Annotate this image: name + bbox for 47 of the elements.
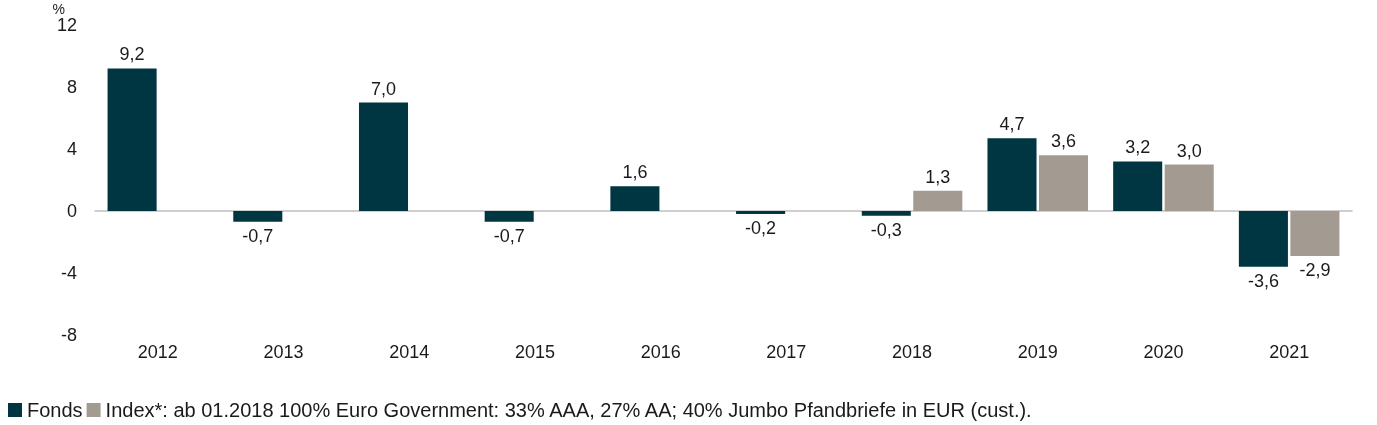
bar <box>358 102 409 211</box>
bar <box>233 211 283 222</box>
bar <box>1238 211 1288 267</box>
data-label: 7,0 <box>370 78 397 99</box>
x-tick-label: 2016 <box>640 342 681 362</box>
y-tick-label: 12 <box>56 15 77 35</box>
data-label: -0,7 <box>493 225 525 246</box>
x-tick-label: 2017 <box>766 342 807 362</box>
bar <box>861 211 911 216</box>
data-label: 3,0 <box>1176 140 1202 161</box>
y-tick-label: 8 <box>66 77 77 97</box>
legend-label: Fonds <box>27 399 83 421</box>
bar <box>484 211 534 222</box>
data-label: 3,2 <box>1125 137 1151 158</box>
bar <box>1164 164 1214 211</box>
bar <box>1113 161 1163 211</box>
data-label: -3,6 <box>1247 270 1279 291</box>
data-label: -0,3 <box>870 219 902 240</box>
x-tick-label: 2021 <box>1269 342 1310 362</box>
x-tick-label: 2012 <box>137 342 178 362</box>
x-tick-label: 2018 <box>892 342 933 362</box>
y-tick-label: 0 <box>66 201 77 221</box>
x-tick-label: 2013 <box>263 342 304 362</box>
bar <box>610 186 660 211</box>
data-label: -2,9 <box>1299 259 1331 280</box>
x-tick-label: 2020 <box>1143 342 1184 362</box>
bar <box>1038 155 1089 211</box>
data-label: 9,2 <box>119 44 145 65</box>
data-label: 1,3 <box>925 166 951 187</box>
data-label: -0,2 <box>745 218 777 239</box>
data-label: 1,6 <box>622 162 648 183</box>
x-tick-label: 2014 <box>389 342 430 362</box>
y-tick-label: -8 <box>60 325 77 345</box>
y-tick-label: -4 <box>60 263 77 283</box>
bar <box>987 138 1037 211</box>
bar <box>913 190 963 211</box>
legend-label: Index*: ab 01.2018 100% Euro Government: 33% AAA, 27% AA; 40% Jumbo Pfandbriefe in EUR (cust.). <box>105 399 1032 421</box>
data-label: 3,6 <box>1050 131 1077 152</box>
data-label: 4,7 <box>999 114 1025 135</box>
x-tick-label: 2019 <box>1017 342 1058 362</box>
bar <box>736 211 786 215</box>
y-axis-title: % <box>52 1 65 18</box>
bar <box>1290 211 1340 256</box>
x-tick-label: 2015 <box>514 342 555 362</box>
y-tick-label: 4 <box>66 139 77 159</box>
data-label: -0,7 <box>242 225 274 246</box>
bar <box>107 68 157 211</box>
